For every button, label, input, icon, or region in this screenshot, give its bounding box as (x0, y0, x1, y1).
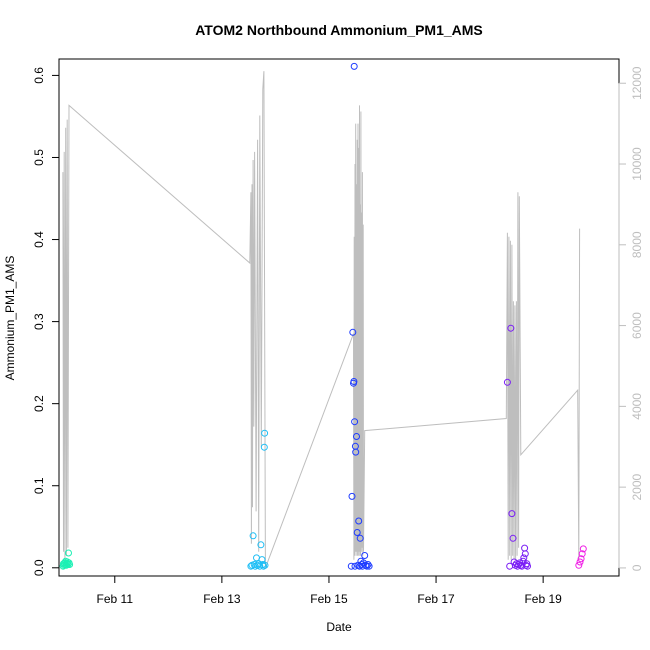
line-series (62, 71, 581, 569)
data-point (350, 378, 358, 385)
data-point (520, 554, 528, 562)
y-axis-label: Ammonium_PM1_AMS (3, 256, 17, 381)
y-tick-label: 0.6 (32, 67, 46, 84)
data-point (508, 510, 516, 518)
x-tick-label: Feb 11 (97, 592, 134, 606)
y-axis-left: 0.0 0.1 0.2 0.3 0.4 0.5 0.6 (32, 67, 60, 576)
data-point (364, 561, 372, 568)
x-tick-label: Feb 17 (417, 592, 455, 606)
data-point (350, 62, 358, 70)
data-point (351, 562, 359, 570)
data-point (521, 544, 529, 552)
data-point (257, 541, 265, 549)
data-point (258, 556, 266, 564)
data-point (352, 448, 360, 456)
data-point (261, 561, 269, 569)
data-point (521, 550, 529, 558)
x-axis: Feb 11 Feb 13 Feb 15 Feb 17 Feb 19 (97, 575, 562, 606)
data-point (509, 534, 517, 542)
data-point (260, 443, 268, 451)
y2-tick-label: 12000 (630, 66, 644, 100)
data-point (351, 418, 359, 426)
y-axis-right: 0 2000 4000 6000 8000 10000 12000 (618, 66, 644, 571)
y-tick-label: 0.5 (32, 149, 46, 166)
data-point (356, 534, 364, 542)
data-point (524, 562, 531, 570)
x-tick-label: Feb 15 (310, 592, 348, 606)
y2-tick-label: 4000 (630, 393, 644, 420)
x-tick-label: Feb 13 (203, 592, 241, 606)
data-point (577, 555, 585, 563)
data-point (503, 378, 511, 386)
data-point (66, 561, 74, 568)
data-point (365, 562, 373, 570)
y2-tick-label: 10000 (630, 147, 644, 181)
data-point (260, 562, 267, 570)
y-tick-label: 0.0 (32, 559, 46, 576)
x-axis-label: Date (326, 620, 352, 634)
y-tick-label: 0.4 (32, 231, 46, 248)
data-point (579, 545, 587, 553)
y-tick-label: 0.2 (32, 395, 46, 412)
data-point (353, 529, 361, 536)
data-point (578, 550, 586, 558)
plot-frame (58, 58, 620, 577)
y2-tick-label: 0 (630, 564, 644, 571)
y2-tick-label: 2000 (630, 473, 644, 500)
x-tick-label: Feb 19 (524, 592, 562, 606)
data-point (576, 558, 584, 566)
data-point (349, 328, 357, 336)
y-tick-label: 0.3 (32, 313, 46, 330)
data-point (355, 517, 363, 525)
data-point (361, 552, 369, 559)
data-point (347, 562, 355, 570)
data-point (575, 561, 583, 569)
y2-tick-label: 6000 (630, 312, 644, 339)
data-point (249, 532, 257, 540)
data-point (261, 429, 269, 437)
data-point (363, 562, 371, 570)
data-point (507, 324, 515, 332)
chart-title: ATOM2 Northbound Ammonium_PM1_AMS (195, 22, 483, 38)
data-point (348, 492, 356, 500)
data-point (247, 562, 255, 570)
line-series-layer (62, 71, 581, 569)
y2-tick-label: 8000 (630, 231, 644, 258)
points-layer (59, 62, 587, 570)
data-point (65, 549, 72, 557)
y-tick-label: 0.1 (32, 477, 46, 494)
data-point (353, 433, 360, 440)
